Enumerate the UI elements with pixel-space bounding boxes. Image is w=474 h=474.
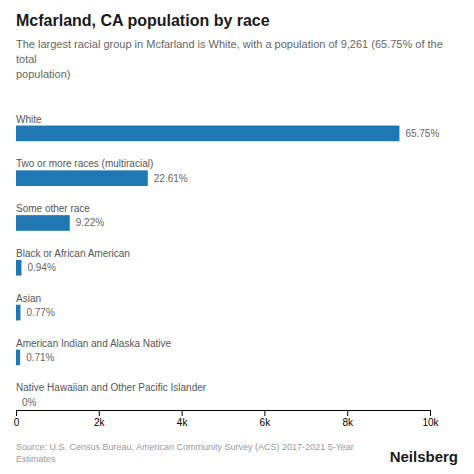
percentage-label: 65.75% [405, 128, 439, 139]
tick: 0 [14, 410, 20, 428]
tick-label: 4k [177, 417, 189, 428]
x-axis: 0 2k 4k 6k 8k 10k [14, 410, 440, 428]
text-line: The largest racial group in Mcfarland is… [16, 38, 443, 50]
category-label: Two or more races (multiracial) [16, 158, 153, 169]
tick: 4k [177, 410, 189, 428]
subtitle: The largest racial group in Mcfarland is… [16, 38, 443, 80]
tick-mark [347, 410, 348, 416]
brand: Neilsberg [390, 448, 458, 465]
text-line: population) [16, 68, 70, 80]
tick-mark [430, 410, 431, 416]
percentage-label: 0.77% [26, 307, 54, 318]
bar [16, 394, 17, 410]
tick-label: 8k [342, 417, 354, 428]
text-line: Source: U.S. Census Bureau, American Com… [16, 442, 354, 452]
tick-label: 10k [422, 417, 439, 428]
tick: 2k [94, 410, 106, 428]
tick-label: 2k [94, 417, 106, 428]
category-label: Some other race [16, 203, 90, 214]
percentage-label: 0.94% [27, 262, 55, 273]
bar [16, 350, 20, 366]
bar [16, 170, 148, 186]
title: Mcfarland, CA population by race [16, 12, 270, 29]
source: Source: U.S. Census Bureau, American Com… [16, 442, 354, 464]
tick: 10k [422, 410, 439, 428]
bar [16, 260, 21, 276]
tick-label: 0 [14, 417, 20, 428]
tick: 6k [260, 410, 272, 428]
tick: 8k [342, 410, 354, 428]
text-line: total [16, 53, 37, 65]
tick-mark [99, 410, 100, 416]
percentage-labels: 65.75% 22.61% 9.22% 0.94% 0.77% 0.71% 0% [22, 128, 439, 408]
chart-svg: Mcfarland, CA population by race The larg… [0, 0, 474, 474]
bar [16, 305, 20, 321]
category-label: Asian [16, 293, 41, 304]
tick-mark [16, 410, 17, 416]
text-line: Estimates [16, 454, 56, 464]
category-label: Native Hawaiian and Other Pacific Island… [16, 382, 207, 393]
percentage-label: 0% [22, 397, 37, 408]
percentage-label: 0.71% [26, 352, 54, 363]
bar [16, 126, 399, 142]
bar [16, 215, 70, 231]
category-label: Black or African American [16, 248, 130, 259]
category-label: White [16, 114, 42, 125]
category-labels: White Two or more races (multiracial) Some… [16, 114, 207, 394]
bars [16, 126, 399, 366]
text-line: Mcfarland, CA population by race [16, 12, 270, 29]
category-label: American Indian and Alaska Native [16, 338, 172, 349]
axis-line [17, 411, 431, 417]
tick-mark [264, 410, 265, 416]
percentage-label: 22.61% [154, 173, 188, 184]
tick-mark [182, 410, 183, 416]
percentage-label: 9.22% [76, 217, 104, 228]
chart-container: Mcfarland, CA population by race The larg… [0, 0, 474, 474]
tick-label: 6k [260, 417, 272, 428]
